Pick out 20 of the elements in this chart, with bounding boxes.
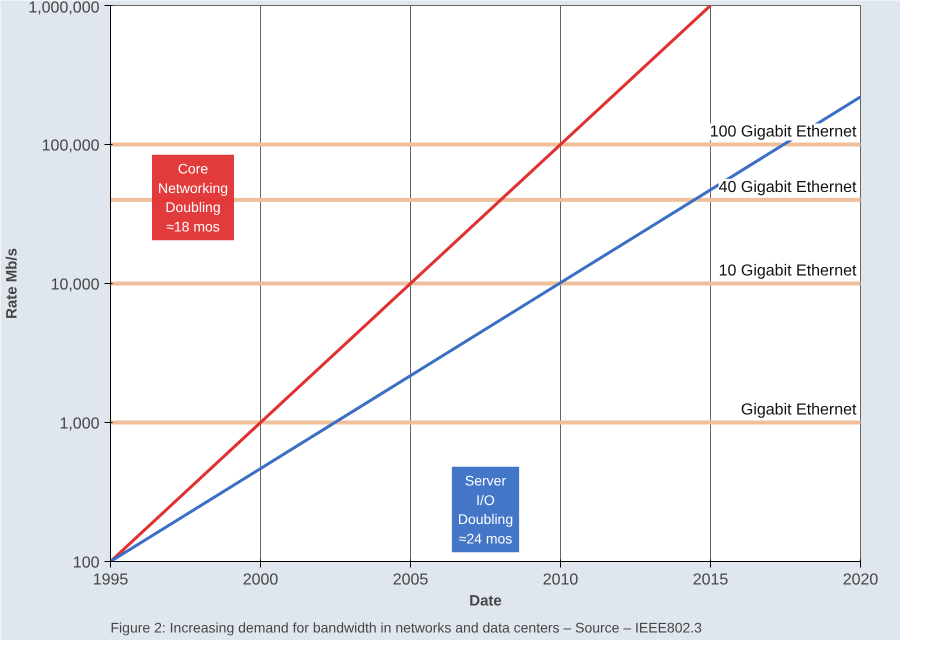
x-axis-title: Date: [469, 592, 502, 610]
x-tick-label: 2010: [542, 572, 578, 588]
y-tick-label: 10,000: [50, 276, 100, 294]
y-tick-label: 100,000: [42, 138, 100, 154]
y-tick-label: 100: [72, 554, 100, 572]
x-tick-label: 2005: [392, 572, 428, 588]
ref-line-label: 10 Gigabit Ethernet: [718, 262, 858, 280]
ref-line-label: 40 Gigabit Ethernet: [718, 178, 858, 196]
x-tick-label: 1995: [92, 572, 128, 588]
x-tick-label: 2015: [692, 572, 728, 588]
annotation: Core Networking Doubling ≈18 mos: [158, 160, 228, 234]
x-tick-label: 2020: [842, 572, 878, 588]
ref-line-label: Gigabit Ethernet: [740, 402, 858, 418]
ref-line-label: 100 Gigabit Ethernet: [710, 124, 858, 140]
x-tick-label: 2000: [242, 572, 278, 588]
y-tick-label: 1,000,000: [28, 0, 100, 16]
y-axis-title: Rate Mb/s: [3, 248, 20, 319]
y-tick-label: 1,000: [59, 416, 100, 432]
caption: Figure 2: Increasing demand for bandwidth in networks and data centers – Source – IEEE802.3: [110, 620, 702, 636]
annotation: Server I/O Doubling ≈24 mos: [458, 472, 514, 546]
